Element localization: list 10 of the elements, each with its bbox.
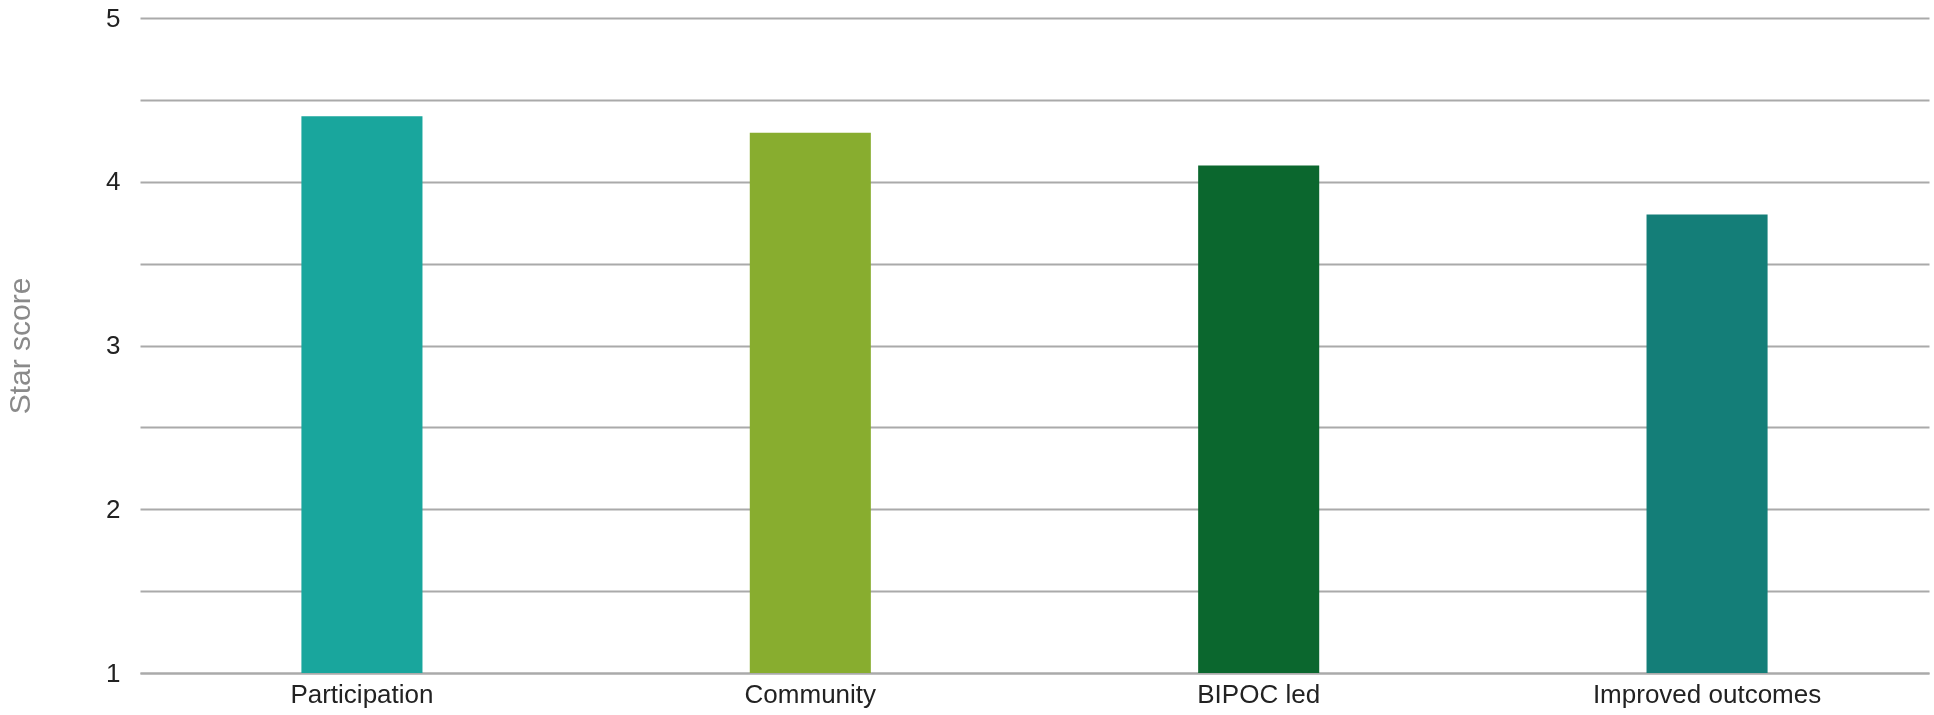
x-tick-label: Participation: [290, 678, 434, 709]
x-tick-label: BIPOC led: [1197, 678, 1321, 709]
x-tick-label: Improved outcomes: [1592, 678, 1822, 709]
y-axis-title: Star score: [3, 277, 37, 415]
y-tick-label: 5: [106, 2, 121, 33]
y-tick-label: 4: [106, 166, 121, 197]
y-tick-label: 3: [106, 330, 121, 360]
y-tick-label: 2: [106, 493, 121, 524]
y-tick-label: 1: [106, 657, 121, 688]
x-tick-label: Community: [744, 678, 877, 709]
